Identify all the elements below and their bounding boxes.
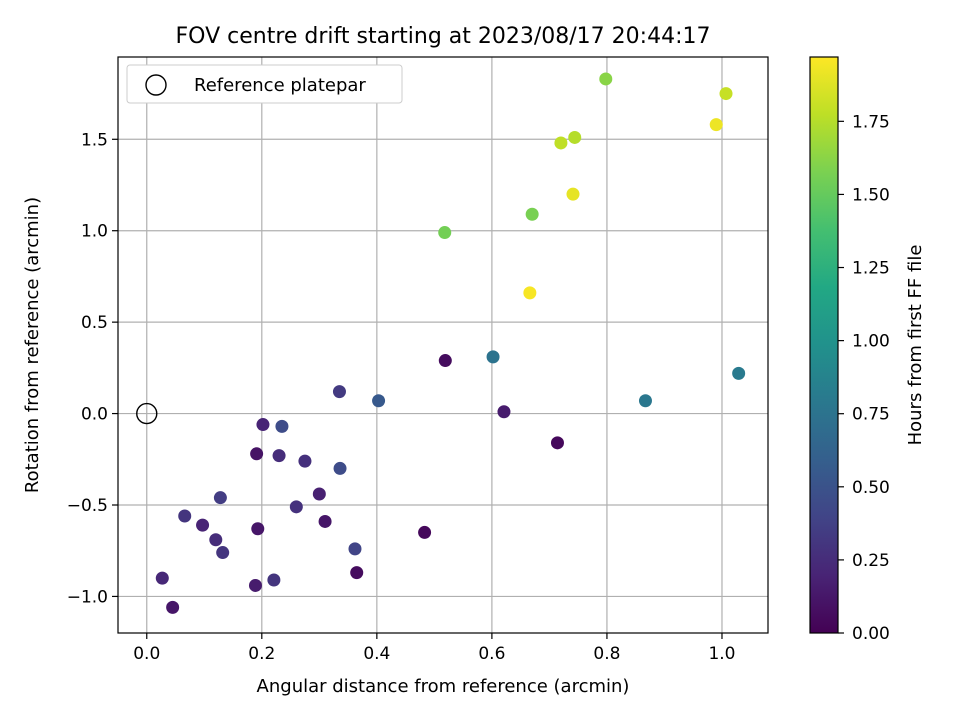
data-point: [251, 522, 265, 536]
y-tick-label: −1.0: [67, 587, 108, 607]
data-point: [438, 354, 452, 368]
reference-point-layer: [136, 402, 158, 425]
y-tick-label: 1.5: [81, 130, 108, 150]
colorbar-tick-label: 0.75: [852, 405, 890, 425]
data-point: [196, 518, 210, 532]
colorbar-tick-label: 1.25: [852, 259, 890, 279]
x-axis-label: Angular distance from reference (arcmin): [257, 676, 630, 697]
data-point: [550, 436, 564, 450]
data-point: [709, 118, 723, 132]
x-tick-label: 0.4: [363, 644, 390, 664]
data-point: [267, 573, 281, 587]
data-point: [333, 461, 347, 475]
y-tick-label: 0.0: [81, 405, 108, 425]
chart-title: FOV centre drift starting at 2023/08/17 …: [176, 24, 711, 49]
colorbar-tick-label: 1.75: [852, 112, 890, 132]
data-point: [599, 72, 613, 86]
colorbar-tick-label: 0.25: [852, 551, 890, 571]
data-point: [566, 187, 580, 201]
data-point: [486, 350, 500, 364]
data-point: [275, 419, 289, 433]
data-point: [209, 533, 223, 547]
data-point: [638, 394, 652, 408]
colorbar-tick-label: 1.00: [852, 332, 890, 352]
data-point: [166, 600, 180, 614]
legend-label: Reference platepar: [194, 75, 366, 96]
x-tick-label: 0.6: [478, 644, 505, 664]
data-point: [256, 418, 270, 432]
grid: [118, 57, 768, 633]
data-points: [155, 72, 746, 614]
colorbar-gradient: [810, 57, 838, 633]
data-point: [178, 509, 192, 523]
data-point: [497, 405, 511, 419]
data-point: [248, 578, 262, 592]
legend-marker-circle: [145, 74, 167, 96]
data-point: [372, 394, 386, 408]
data-point: [272, 449, 286, 463]
data-point: [216, 546, 230, 560]
data-point: [350, 566, 364, 580]
x-tick-label: 0.2: [248, 644, 275, 664]
data-point: [523, 286, 537, 300]
y-axis-label: Rotation from reference (arcmin): [22, 197, 43, 493]
colorbar-label: Hours from first FF file: [905, 245, 926, 446]
x-axis-ticks: 0.0 0.2 0.4 0.6 0.8 1.0: [133, 633, 736, 664]
data-point: [438, 226, 452, 240]
x-tick-label: 0.8: [593, 644, 620, 664]
data-point: [554, 136, 568, 150]
colorbar-frame: [809, 56, 839, 634]
data-point: [732, 366, 746, 380]
data-point: [213, 491, 227, 505]
colorbar: 0.00 0.25 0.50 0.75 1.00 1.25 1.50 1.75 Hours f…: [809, 56, 926, 644]
colorbar-tick-label: 1.50: [852, 185, 890, 205]
reference-platepar-marker: [136, 402, 158, 425]
x-tick-label: 0.0: [133, 644, 160, 664]
data-point: [318, 514, 332, 528]
data-point: [298, 454, 312, 468]
colorbar-ticks: 0.00 0.25 0.50 0.75 1.00 1.25 1.50 1.75: [838, 112, 890, 644]
data-point: [332, 385, 346, 399]
data-point: [568, 130, 582, 144]
y-axis-ticks: −1.0 −0.5 0.0 0.5 1.0 1.5: [67, 130, 118, 607]
data-point: [525, 207, 539, 221]
data-point: [719, 87, 733, 101]
data-point: [289, 500, 303, 514]
colorbar-tick-label: 0.00: [852, 624, 890, 644]
y-tick-label: 0.5: [81, 313, 108, 333]
data-point: [250, 447, 264, 461]
y-tick-label: 1.0: [81, 222, 108, 242]
data-point: [312, 487, 326, 501]
y-tick-label: −0.5: [67, 496, 108, 516]
x-tick-label: 1.0: [708, 644, 735, 664]
data-point: [348, 542, 362, 556]
legend: Reference platepar: [126, 64, 403, 104]
data-point: [418, 525, 432, 539]
legend-box: [126, 64, 403, 104]
plot-frame: [117, 56, 769, 634]
colorbar-tick-label: 0.50: [852, 478, 890, 498]
data-point: [155, 571, 169, 585]
